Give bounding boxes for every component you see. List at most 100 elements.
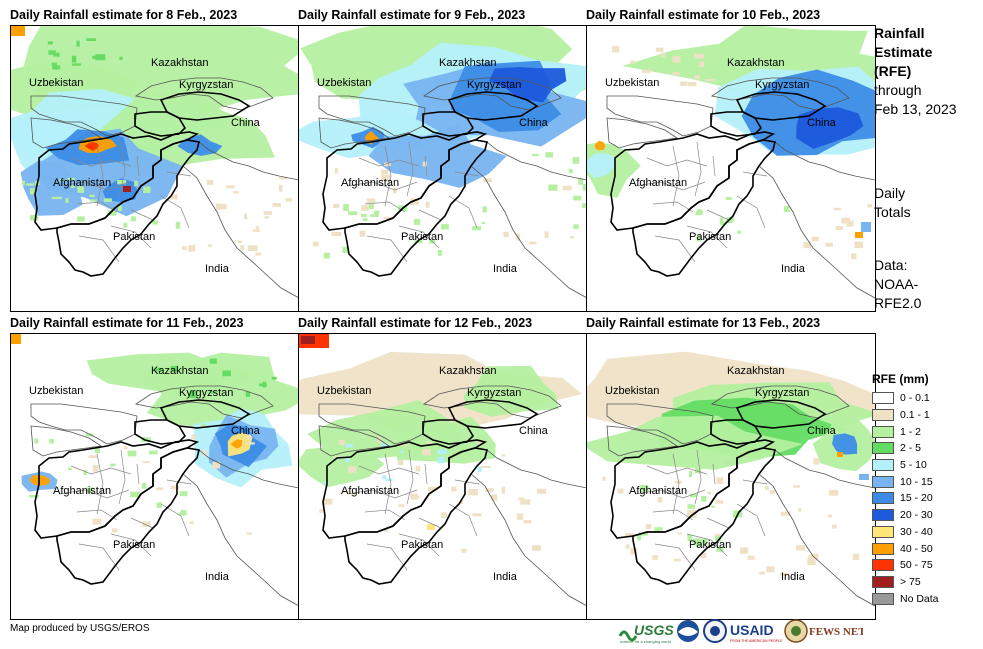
label-pakistan: Pakistan [113, 539, 155, 551]
legend-swatch [872, 559, 894, 572]
focus-borders [610, 91, 827, 277]
map-panel-feb-12: Daily Rainfall estimate for 12 Feb., 202… [298, 316, 588, 620]
legend-label: 0.1 - 1 [900, 409, 930, 422]
legend-swatch [872, 492, 894, 505]
legend-swatch [872, 525, 894, 538]
legend-swatch [872, 425, 894, 438]
map-panel-feb-13: Daily Rainfall estimate for 13 Feb., 202… [586, 316, 876, 620]
legend-swatch [872, 509, 894, 522]
rainfall-map: Kazakhstan Uzbekistan Kyrgyzstan China A… [10, 25, 300, 312]
legend-item: 50 - 75 [872, 557, 977, 574]
legend-item: 5 - 10 [872, 457, 977, 474]
label-india: India [781, 571, 806, 583]
legend-item: 0.1 - 1 [872, 407, 977, 424]
legend-item: 1 - 2 [872, 423, 977, 440]
legend-label: 0 - 0.1 [900, 392, 930, 405]
rainfall-field [587, 26, 875, 259]
map-svg: Kazakhstan Uzbekistan Kyrgyzstan China A… [299, 334, 587, 619]
label-china: China [807, 425, 837, 437]
label-china: China [807, 117, 837, 129]
label-kazakhstan: Kazakhstan [439, 365, 496, 377]
panel-title: Daily Rainfall estimate for 13 Feb., 202… [586, 316, 821, 330]
map-panel-feb-10: Daily Rainfall estimate for 10 Feb., 202… [586, 8, 876, 312]
map-labels: Kazakhstan Uzbekistan Kyrgyzstan China A… [605, 57, 837, 275]
legend-item: > 75 [872, 574, 977, 591]
map-labels: Kazakhstan Uzbekistan Kyrgyzstan China A… [29, 57, 261, 275]
province-borders [634, 141, 768, 263]
legend-item: 15 - 20 [872, 490, 977, 507]
usgs-logo: USGS science for a changing world [618, 622, 674, 644]
legend-item: 30 - 40 [872, 524, 977, 541]
label-india: India [493, 263, 518, 275]
map-labels: Kazakhstan Uzbekistan Kyrgyzstan China A… [605, 365, 837, 583]
svg-text:FEWS NET: FEWS NET [809, 626, 863, 638]
legend-swatch [872, 392, 894, 405]
usaid-logo: USAID FROM THE AMERICAN PEOPLE [730, 622, 783, 643]
legend-label: 1 - 2 [900, 425, 922, 438]
label-kyrgyzstan: Kyrgyzstan [755, 387, 809, 399]
legend-swatch [872, 575, 894, 588]
rfe-legend: RFE (mm) 0 - 0.1 0.1 - 1 1 - 2 2 - 5 5 - 10 1… [872, 372, 977, 607]
map-labels: Kazakhstan Uzbekistan Kyrgyzstan China A… [317, 365, 549, 583]
partner-logos: USGS science for a changing world USAID … [618, 619, 863, 644]
label-india: India [205, 571, 230, 583]
label-kyrgyzstan: Kyrgyzstan [179, 79, 233, 91]
map-panel-feb-9: Daily Rainfall estimate for 9 Feb., 2023… [298, 8, 588, 312]
map-svg: Kazakhstan Uzbekistan Kyrgyzstan China A… [587, 26, 875, 311]
label-china: China [231, 117, 261, 129]
legend-swatch [872, 442, 894, 455]
legend-label: 5 - 10 [900, 459, 927, 472]
noaa-logo [677, 620, 699, 642]
label-kazakhstan: Kazakhstan [727, 57, 784, 69]
legend-item: 20 - 30 [872, 507, 977, 524]
label-china: China [519, 117, 549, 129]
rainfall-map: Kazakhstan Uzbekistan Kyrgyzstan China A… [298, 25, 588, 312]
panel-title: Daily Rainfall estimate for 8 Feb., 2023 [10, 8, 238, 22]
label-kazakhstan: Kazakhstan [151, 57, 208, 69]
label-pakistan: Pakistan [401, 231, 443, 243]
map-labels: Kazakhstan Uzbekistan Kyrgyzstan China A… [29, 365, 261, 583]
data-source-note: Data: NOAA- RFE2.0 [874, 257, 922, 311]
label-afghanistan: Afghanistan [53, 485, 111, 497]
rainfall-field [11, 334, 299, 535]
svg-text:science for a changing world: science for a changing world [620, 639, 671, 644]
legend-label: 50 - 75 [900, 559, 933, 572]
label-uzbekistan: Uzbekistan [29, 77, 83, 89]
legend-item: 0 - 0.1 [872, 390, 977, 407]
map-credit: Map produced by USGS/EROS [10, 623, 150, 634]
panel-title: Daily Rainfall estimate for 12 Feb., 202… [298, 316, 533, 330]
rainfall-field [299, 26, 587, 259]
legend-label: 15 - 20 [900, 492, 933, 505]
rainfall-map: Kazakhstan Uzbekistan Kyrgyzstan China A… [586, 25, 876, 312]
label-afghanistan: Afghanistan [341, 177, 399, 189]
legend-label: 30 - 40 [900, 525, 933, 538]
label-kyrgyzstan: Kyrgyzstan [467, 79, 521, 91]
label-pakistan: Pakistan [401, 539, 443, 551]
svg-text:USAID: USAID [730, 622, 774, 638]
rainfall-map: Kazakhstan Uzbekistan Kyrgyzstan China A… [10, 333, 300, 620]
legend-swatch [872, 592, 894, 605]
legend-label: 10 - 15 [900, 475, 933, 488]
map-svg: Kazakhstan Uzbekistan Kyrgyzstan China A… [299, 26, 587, 311]
province-borders [58, 141, 192, 263]
label-uzbekistan: Uzbekistan [605, 385, 659, 397]
label-pakistan: Pakistan [113, 231, 155, 243]
rainfall-map: Kazakhstan Uzbekistan Kyrgyzstan China A… [586, 333, 876, 620]
focus-borders [34, 399, 251, 585]
label-kazakhstan: Kazakhstan [727, 365, 784, 377]
province-borders [634, 449, 768, 571]
product-title: Rainfall Estimate (RFE) through Feb 13, … [874, 25, 957, 117]
focus-borders [322, 91, 539, 277]
legend-label: > 75 [900, 575, 921, 588]
label-uzbekistan: Uzbekistan [29, 385, 83, 397]
legend-swatch [872, 542, 894, 555]
legend-swatch [872, 459, 894, 472]
map-panel-feb-8: Daily Rainfall estimate for 8 Feb., 2023… [10, 8, 300, 312]
legend-item: No Data [872, 590, 977, 607]
panel-title: Daily Rainfall estimate for 10 Feb., 202… [586, 8, 821, 22]
legend-label: No Data [900, 592, 939, 605]
label-uzbekistan: Uzbekistan [605, 77, 659, 89]
label-kazakhstan: Kazakhstan [439, 57, 496, 69]
daily-totals-note: Daily Totals [874, 185, 911, 220]
province-borders [346, 449, 480, 571]
